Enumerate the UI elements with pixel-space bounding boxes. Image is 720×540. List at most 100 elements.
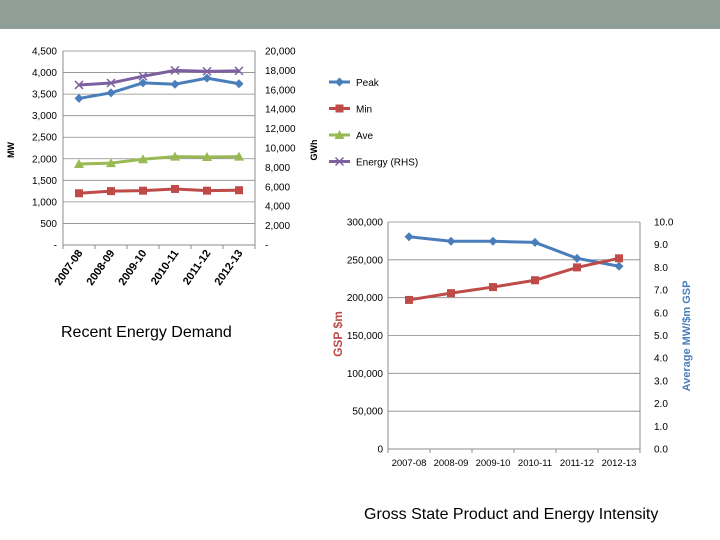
chart1-left-tick-label: 4,500 [32,47,57,58]
chart2-data-point [531,276,539,285]
chart1-right-tick-label: 20,000 [265,47,296,58]
chart2-data-point [446,236,456,246]
chart1-right-tick-label: 12,000 [265,124,296,135]
chart1-legend-label: Min [356,105,372,116]
chart1-data-point [138,78,148,88]
chart1-data-point [203,186,211,195]
chart1-data-point [170,79,180,89]
chart2-data-point [489,283,497,292]
chart1-ylabel: MW [6,142,16,158]
chart1-right-tick-label: 14,000 [265,105,296,116]
chart2-gridlines [388,221,640,412]
chart1-data-point [74,93,84,103]
chart1-data-point [234,151,244,161]
chart2-line-intensity [408,235,620,268]
chart1-data-point [202,73,212,83]
chart1-right-tick-label: 4,000 [265,202,290,213]
chart2-data-point [405,295,413,304]
chart1-right-tick-label: 10,000 [265,144,296,155]
chart2-data-point [488,236,498,246]
chart2-category-label: 2007-08 [392,458,427,469]
chart2-left-tick-label: 300,000 [347,218,384,229]
chart2-right-tick-label: 0.0 [654,445,668,456]
chart2-category-label: 2011-12 [560,458,594,469]
chart2-category-label: 2010-11 [518,458,552,469]
chart2-right-tick-label: 4.0 [654,354,668,365]
chart1-left-tick-label: 3,000 [32,111,57,122]
chart2-category-label: 2012-13 [602,458,637,469]
chart1-data-point [74,80,84,90]
chart1-left-tick-label: 1,500 [32,176,57,187]
chart1-data-point [106,88,116,98]
chart1-data-point [138,154,148,164]
chart2-data-point [530,237,540,247]
chart1-data-point [171,184,179,193]
chart1-data-point [74,158,84,168]
chart1-right-tick-label: 18,000 [265,66,296,77]
chart1-data-point [234,79,244,89]
caption-gsp-energy-intensity: Gross State Product and Energy Intensity [364,506,659,523]
chart1-right-tick-label: 8,000 [265,163,290,174]
chart1-right-tick-label: - [265,241,268,252]
chart2-right-tick-label: 7.0 [654,286,668,297]
chart2-y2label: Average MW/$m GSP [681,281,693,392]
chart1-left-ticks: - 500 1,000 1,500 2,000 2,500 3,000 3,500 4,000 4… [32,47,57,252]
chart1-left-tick-label: 2,500 [32,133,57,144]
chart1-line-min [78,187,240,195]
slide-top-band [0,0,720,29]
chart1-data-point [202,152,212,162]
chart2-right-tick-label: 6.0 [654,308,668,319]
chart1-data-point [202,66,212,76]
chart1-right-ticks: - 2,000 4,000 6,000 8,000 10,000 12,000 14,000 1… [265,47,296,252]
chart1-data-point [106,78,116,88]
caption-recent-energy-demand: Recent Energy Demand [61,324,232,341]
chart1-left-tick-label: 1,000 [32,197,57,208]
chart2-data-point [573,263,581,272]
chart1-series [74,65,244,198]
chart2-series [404,232,624,304]
chart1-axes [62,51,256,249]
chart2-left-tick-label: 50,000 [352,407,383,418]
chart1-data-point [138,71,148,81]
chart1-data-point [235,186,243,195]
chart1-legend-marker [335,77,344,87]
chart2-left-tick-label: 100,000 [347,369,384,380]
chart2-right-tick-label: 10.0 [654,218,674,229]
chart2-right-tick-label: 3.0 [654,376,668,387]
chart2-right-tick-label: 1.0 [654,422,668,433]
chart2-right-ticks: 0.0 1.0 2.0 3.0 4.0 5.0 6.0 7.0 8.0 9.0 10.0 [654,218,674,456]
chart1-line-peak [78,76,240,100]
chart1-left-tick-label: 2,000 [32,154,57,165]
chart1-data-point [170,65,180,75]
chart1-data-point [170,151,180,161]
chart2-left-tick-label: 0 [377,445,383,456]
chart1-right-tick-label: 6,000 [265,182,290,193]
chart2-right-tick-label: 9.0 [654,240,668,251]
chart2-ylabel: GSP $m [331,311,345,357]
chart1-left-tick-label: 500 [40,219,57,230]
chart1-legend-marker [334,130,345,139]
chart1-data-point [139,186,147,195]
chart2-right-tick-label: 5.0 [654,331,668,342]
chart2-left-tick-label: 250,000 [347,255,384,266]
chart1-legend-marker [334,156,345,167]
chart1-legend-label: Peak [356,78,380,89]
chart1-data-point [75,189,83,198]
chart1-data-point [234,66,244,76]
chart2-data-point [572,253,582,263]
chart2-data-point [615,254,623,263]
chart2-category-label: 2008-09 [434,458,469,469]
chart1-data-point [106,158,116,168]
chart2-left-tick-label: 150,000 [347,331,384,342]
chart2-right-tick-label: 2.0 [654,399,668,410]
chart1-data-point [107,187,115,196]
chart1-left-tick-label: - [54,241,57,252]
chart1-line-energy-rhs [78,68,240,87]
chart1-left-tick-label: 4,000 [32,68,57,79]
chart2-data-point [404,232,414,242]
chart2-axes [387,222,641,453]
chart1-legend-marker [335,104,344,113]
chart2-left-tick-label: 200,000 [347,293,384,304]
chart1-legend: Peak Min Ave Energy (RHS) [329,77,418,169]
